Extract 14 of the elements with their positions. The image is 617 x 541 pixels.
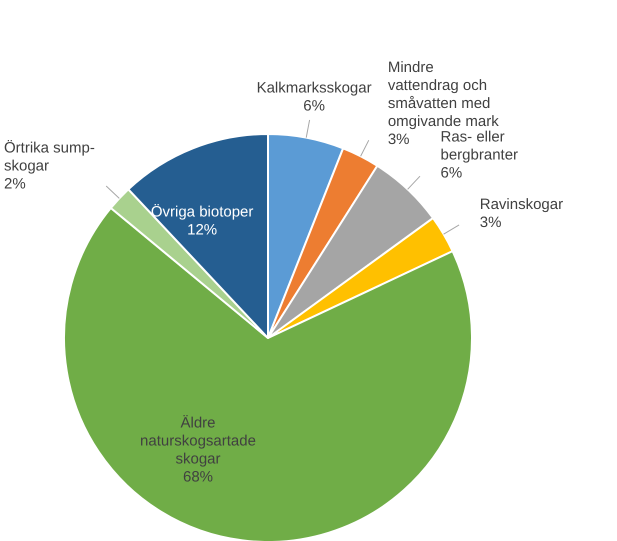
data-label: 6% xyxy=(303,96,325,114)
data-label: 2% xyxy=(4,174,26,192)
data-label: 3% xyxy=(388,130,410,148)
data-label: 6% xyxy=(440,164,462,181)
slice-label: Övriga biotoper xyxy=(150,202,254,220)
slice-label: Mindre vattendrag och småvatten med omgivande mark xyxy=(388,58,500,130)
slice-label: Örtrika sump- skogar xyxy=(4,138,95,174)
data-label: 68% xyxy=(182,468,214,485)
slice-label: Kalkmarksskogar xyxy=(256,78,372,96)
slice-label: Äldre naturskogsartade skogar xyxy=(140,414,256,467)
data-label: 3% xyxy=(480,213,502,230)
slice-label: Ras- eller bergbranter xyxy=(440,128,518,163)
slice-label: Ravinskogar xyxy=(480,195,564,212)
data-label: 12% xyxy=(187,220,218,238)
